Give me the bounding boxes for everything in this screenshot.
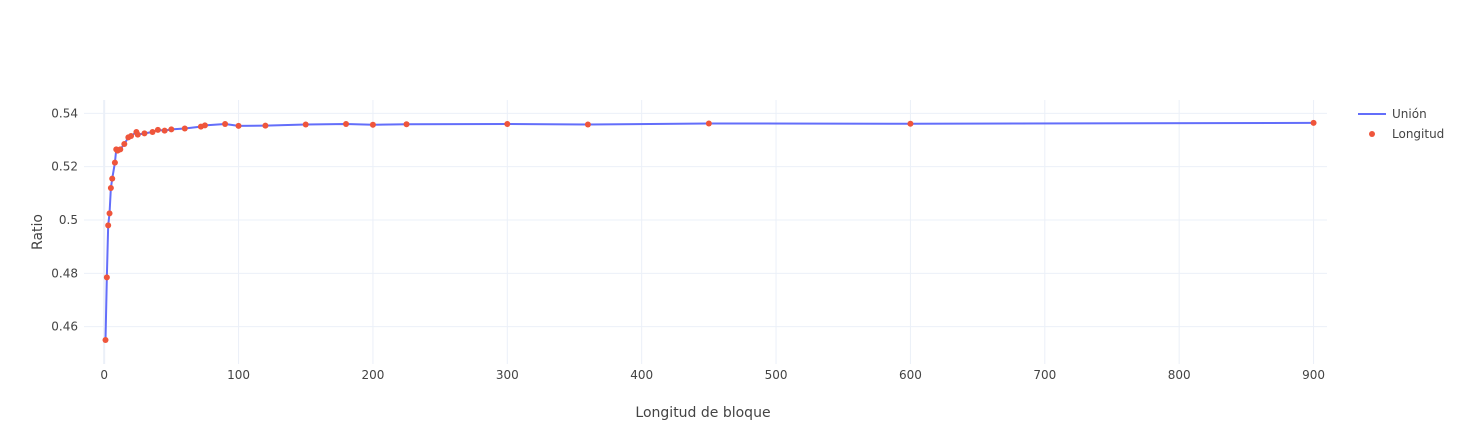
data-point-longitud[interactable]: [105, 222, 112, 229]
legend-label: Longitud: [1392, 127, 1444, 141]
data-point-longitud[interactable]: [141, 130, 148, 137]
data-point-longitud[interactable]: [121, 141, 128, 147]
data-point-longitud[interactable]: [106, 210, 113, 217]
data-point-longitud[interactable]: [504, 121, 511, 127]
x-tick-label: 800: [1168, 368, 1191, 382]
data-point-longitud[interactable]: [102, 337, 109, 343]
legend-item-union[interactable]: Unión: [1358, 107, 1427, 121]
x-tick-label: 100: [227, 368, 250, 382]
x-tick-label: 600: [899, 368, 922, 382]
legend-label: Unión: [1392, 107, 1427, 121]
x-tick-label: 200: [361, 368, 384, 382]
plot-area: [102, 119, 1317, 343]
y-axis-ticks: 0.46 0.48 0.5 0.52 0.54: [51, 106, 78, 333]
data-point-longitud[interactable]: [181, 125, 188, 132]
data-point-longitud[interactable]: [222, 121, 229, 127]
y-tick-label: 0.5: [59, 213, 78, 227]
data-point-longitud[interactable]: [907, 120, 914, 127]
data-point-longitud[interactable]: [168, 126, 175, 133]
data-point-longitud[interactable]: [109, 175, 116, 182]
legend-item-longitud[interactable]: Longitud: [1369, 127, 1444, 141]
grid: [84, 100, 1327, 364]
data-point-longitud[interactable]: [134, 131, 141, 138]
data-point-longitud[interactable]: [705, 120, 712, 127]
data-point-longitud[interactable]: [1310, 119, 1317, 126]
data-point-longitud[interactable]: [154, 126, 161, 133]
data-point-longitud[interactable]: [117, 146, 124, 153]
data-point-longitud[interactable]: [343, 121, 350, 127]
data-point-longitud[interactable]: [262, 122, 269, 129]
legend-marker-swatch: [1369, 131, 1375, 137]
y-tick-label: 0.48: [51, 266, 78, 280]
data-point-longitud[interactable]: [111, 159, 118, 166]
data-point-longitud[interactable]: [201, 122, 208, 129]
data-point-longitud[interactable]: [302, 121, 309, 128]
data-point-longitud[interactable]: [128, 133, 135, 139]
y-axis-title: Ratio: [30, 214, 46, 250]
x-tick-label: 300: [496, 368, 519, 382]
x-tick-label: 700: [1033, 368, 1056, 382]
data-point-longitud[interactable]: [235, 122, 242, 129]
data-point-longitud[interactable]: [107, 185, 114, 191]
data-point-longitud[interactable]: [584, 121, 591, 128]
data-point-longitud[interactable]: [149, 129, 156, 135]
x-tick-label: 0: [100, 368, 108, 382]
x-axis-ticks: 0 100 200 300 400 500 600 700 800 900: [100, 368, 1325, 382]
x-tick-label: 400: [630, 368, 653, 382]
y-tick-label: 0.54: [51, 106, 78, 120]
data-point-longitud[interactable]: [369, 121, 376, 128]
data-point-longitud[interactable]: [161, 127, 168, 134]
series-line-union[interactable]: [104, 121, 1314, 341]
y-tick-label: 0.52: [51, 160, 78, 174]
data-point-longitud[interactable]: [403, 121, 410, 128]
legend[interactable]: Unión Longitud: [1358, 107, 1444, 141]
x-tick-label: 500: [765, 368, 788, 382]
data-point-longitud[interactable]: [103, 274, 110, 281]
x-axis-title: Longitud de bloque: [635, 405, 770, 421]
y-tick-label: 0.46: [51, 320, 78, 334]
x-tick-label: 900: [1302, 368, 1325, 382]
